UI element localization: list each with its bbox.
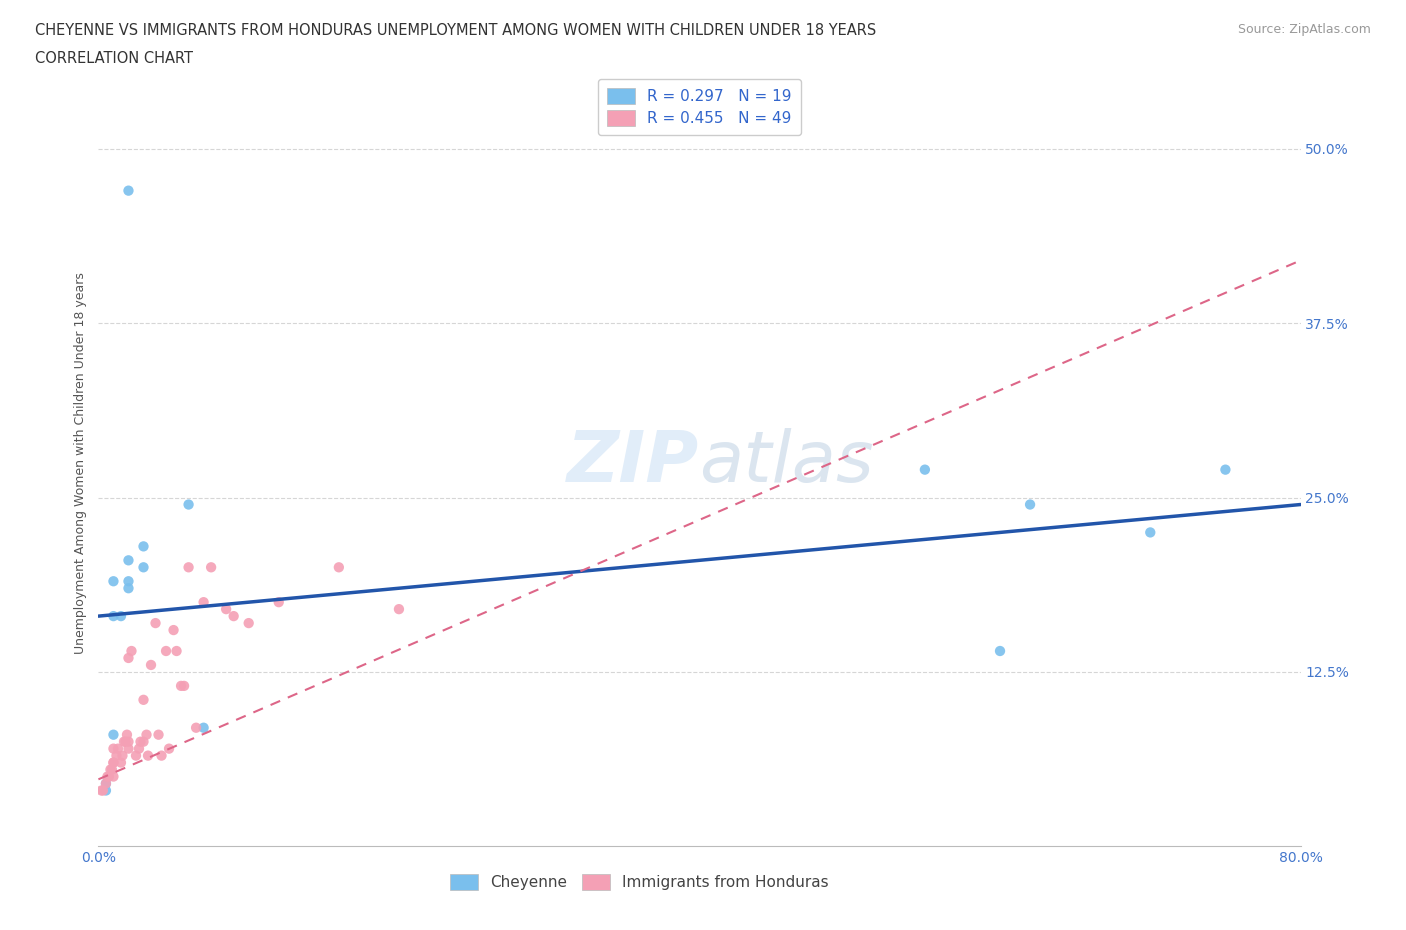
Text: atlas: atlas [699, 428, 875, 498]
Point [200, 560, 222, 575]
Point [177, 560, 200, 575]
Point [125, 748, 148, 763]
Point [328, 560, 350, 575]
Point [129, 735, 152, 750]
Point [110, 609, 132, 624]
Point [117, 553, 139, 568]
Point [132, 539, 155, 554]
Point [150, 748, 173, 763]
Point [103, 755, 125, 770]
Point [103, 741, 125, 756]
Point [1019, 498, 1042, 512]
Point [94, 783, 117, 798]
Point [107, 741, 129, 756]
Point [388, 602, 411, 617]
Point [114, 735, 136, 750]
Point [173, 679, 195, 694]
Point [117, 580, 139, 596]
Point [170, 679, 193, 694]
Point [103, 727, 125, 742]
Point [117, 183, 139, 198]
Point [222, 609, 245, 624]
Y-axis label: Unemployment Among Women with Children Under 18 years: Unemployment Among Women with Children U… [75, 272, 87, 654]
Point [132, 735, 155, 750]
Point [103, 609, 125, 624]
Point [157, 741, 180, 756]
Point [128, 741, 150, 756]
Point [193, 595, 215, 610]
Point [148, 727, 170, 742]
Point [215, 602, 238, 617]
Point [267, 595, 290, 610]
Point [115, 727, 138, 742]
Point [988, 644, 1011, 658]
Point [90, 783, 112, 798]
Point [135, 727, 157, 742]
Point [177, 498, 200, 512]
Point [105, 748, 128, 763]
Legend: Cheyenne, Immigrants from Honduras: Cheyenne, Immigrants from Honduras [444, 868, 835, 897]
Point [110, 755, 132, 770]
Point [155, 644, 177, 658]
Point [117, 574, 139, 589]
Point [94, 776, 117, 790]
Point [166, 644, 188, 658]
Point [162, 623, 184, 638]
Point [117, 741, 139, 756]
Point [132, 560, 155, 575]
Point [96, 769, 118, 784]
Point [111, 748, 134, 763]
Point [136, 748, 159, 763]
Point [1139, 525, 1161, 540]
Point [94, 776, 117, 790]
Text: CHEYENNE VS IMMIGRANTS FROM HONDURAS UNEMPLOYMENT AMONG WOMEN WITH CHILDREN UNDE: CHEYENNE VS IMMIGRANTS FROM HONDURAS UNE… [35, 23, 876, 38]
Point [117, 735, 139, 750]
Text: Source: ZipAtlas.com: Source: ZipAtlas.com [1237, 23, 1371, 36]
Point [914, 462, 936, 477]
Point [1215, 462, 1237, 477]
Point [101, 763, 124, 777]
Point [132, 692, 155, 708]
Point [121, 644, 143, 658]
Point [112, 735, 135, 750]
Point [139, 658, 162, 672]
Point [97, 769, 120, 784]
Text: ZIP: ZIP [567, 428, 699, 498]
Point [103, 574, 125, 589]
Point [238, 616, 260, 631]
Point [117, 651, 139, 666]
Point [103, 755, 125, 770]
Point [103, 769, 125, 784]
Point [91, 783, 114, 798]
Point [100, 763, 122, 777]
Point [193, 720, 215, 735]
Point [184, 720, 207, 735]
Point [145, 616, 167, 631]
Text: CORRELATION CHART: CORRELATION CHART [35, 51, 193, 66]
